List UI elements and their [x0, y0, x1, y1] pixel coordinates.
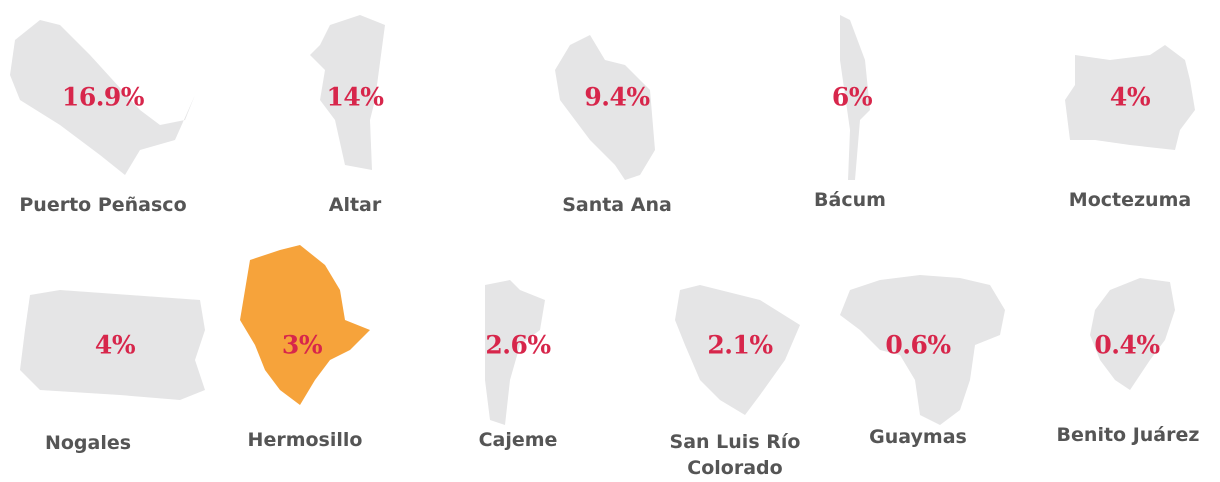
region-name: Nogales [44, 432, 132, 454]
percentage: 4% [94, 330, 136, 360]
region-name: Altar [328, 194, 382, 216]
region-shape [240, 245, 370, 405]
percentage: 0.4% [1094, 330, 1160, 360]
region-shape [555, 35, 655, 180]
region-shape [20, 290, 205, 400]
region-name: Hermosillo [247, 429, 363, 451]
region-name: San Luis Río Colorado [669, 431, 801, 479]
percentage: 0.6% [885, 330, 951, 360]
region-name: Moctezuma [1068, 189, 1192, 211]
region-shape [10, 20, 195, 175]
region-name: Benito Juárez [1056, 424, 1200, 446]
percentage: 2.1% [707, 330, 773, 360]
region-shape [1090, 278, 1175, 390]
region-shape [840, 15, 870, 180]
region-name: Puerto Peñasco [19, 194, 187, 216]
percentage: 16.9% [61, 82, 145, 112]
region-shape [675, 285, 800, 415]
region-shape [840, 275, 1005, 425]
percentage: 14% [326, 82, 384, 112]
percentage: 9.4% [584, 82, 650, 112]
percentage: 2.6% [485, 330, 551, 360]
region-name: Guaymas [869, 426, 967, 448]
percentage: 3% [281, 330, 323, 360]
region-name: Cajeme [478, 429, 558, 451]
region-name: Bácum [814, 189, 886, 211]
percentage: 4% [1109, 82, 1151, 112]
percentage: 6% [831, 82, 873, 112]
region-name: Santa Ana [562, 194, 672, 216]
region-shape [485, 280, 545, 425]
region-shape [310, 15, 385, 170]
region-shape [1065, 45, 1195, 150]
